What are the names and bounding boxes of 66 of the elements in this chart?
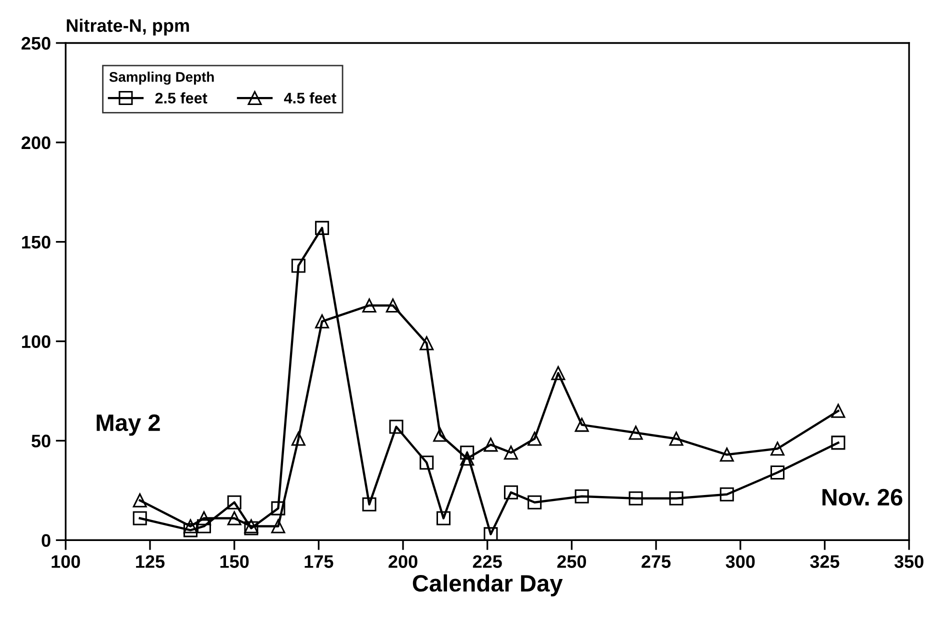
- point: [628, 491, 643, 506]
- legend-title: Sampling Depth: [109, 72, 214, 85]
- point: [528, 432, 542, 446]
- y-axis-title: Nitrate-N, ppm: [66, 18, 189, 36]
- point: [574, 489, 589, 504]
- x-tick-label: 200: [388, 555, 418, 568]
- point: [831, 404, 846, 418]
- y-tick-label: 150: [22, 236, 50, 249]
- x-tick-label: 250: [557, 555, 586, 568]
- y-tick-label: 200: [22, 136, 50, 150]
- point: [436, 511, 451, 526]
- point: [669, 432, 684, 446]
- point: [389, 420, 404, 434]
- y-tick-label: 50: [32, 434, 50, 448]
- point: [291, 432, 306, 446]
- y-tick-label: 0: [42, 534, 50, 547]
- legend-label: 2.5 feet: [155, 92, 208, 104]
- point: [271, 519, 286, 534]
- y-tick-label: 250: [22, 36, 50, 50]
- point: [132, 493, 147, 508]
- x-tick-label: 100: [52, 555, 80, 568]
- x-tick-label: 150: [220, 555, 249, 568]
- point: [484, 438, 498, 452]
- annotation: May 2: [96, 414, 160, 436]
- point: [433, 428, 448, 442]
- x-axis-title: Calendar Day: [412, 574, 563, 596]
- point: [196, 511, 211, 526]
- annotation: Nov. 26: [822, 488, 902, 506]
- point: [551, 366, 566, 380]
- x-tick-label: 300: [726, 555, 755, 568]
- point: [770, 442, 785, 456]
- point: [504, 446, 518, 460]
- x-tick-label: 275: [642, 555, 671, 568]
- point: [362, 298, 376, 312]
- point: [196, 519, 211, 534]
- point: [669, 491, 684, 506]
- point: [227, 511, 242, 526]
- point: [484, 527, 498, 540]
- x-tick-label: 175: [304, 555, 334, 568]
- point: [132, 511, 147, 526]
- point: [720, 448, 734, 462]
- point: [362, 497, 376, 512]
- point: [420, 456, 434, 470]
- x-tick-label: 350: [894, 555, 924, 568]
- point: [770, 466, 785, 480]
- point: [420, 336, 434, 350]
- point: [271, 501, 286, 516]
- point: [574, 418, 589, 432]
- point: [227, 495, 242, 510]
- point: [831, 436, 846, 450]
- point: [183, 523, 198, 538]
- point: [528, 495, 542, 510]
- point: [628, 426, 643, 440]
- point: [183, 519, 198, 534]
- x-tick-label: 225: [472, 555, 502, 568]
- point: [386, 298, 400, 312]
- point: [720, 487, 734, 502]
- point: [460, 446, 474, 460]
- legend-label: 4.5 feet: [284, 92, 336, 104]
- point: [504, 485, 518, 500]
- y-tick-label: 100: [22, 335, 50, 348]
- x-tick-label: 125: [136, 555, 165, 568]
- point: [315, 220, 330, 235]
- x-tick-label: 325: [810, 555, 840, 568]
- point: [291, 258, 306, 273]
- point: [315, 314, 330, 328]
